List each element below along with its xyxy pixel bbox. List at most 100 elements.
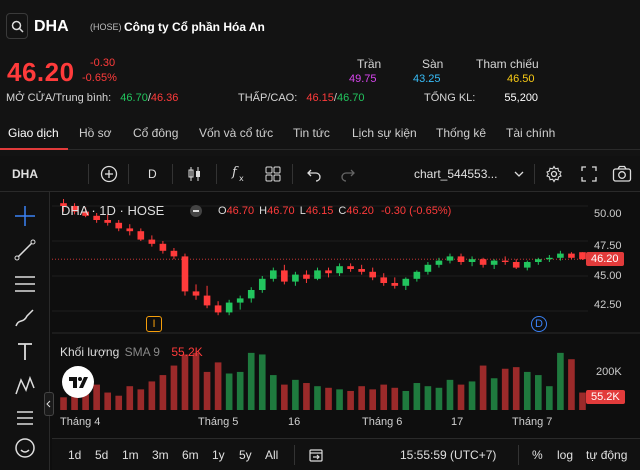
sidebar-collapse-button[interactable] <box>44 392 54 416</box>
open-average-row: MỞ CỬA/Trung bình: 46.70/46.36 <box>6 92 179 104</box>
price-chart[interactable] <box>52 192 640 470</box>
trend-line-icon[interactable] <box>13 238 37 262</box>
volume-bar <box>512 367 520 410</box>
chart-name-dropdown[interactable]: chart_544553... <box>414 167 498 181</box>
pattern-icon[interactable] <box>13 374 37 398</box>
candle-body <box>126 228 134 232</box>
percent-toggle[interactable]: % <box>532 448 543 462</box>
volume-bar <box>126 386 134 410</box>
candle-body <box>60 203 67 206</box>
y-tick-47-5: 47.50 <box>594 240 622 252</box>
chevron-down-icon[interactable] <box>514 170 524 178</box>
volume-bar <box>270 375 277 410</box>
interval-button[interactable]: D <box>148 167 157 181</box>
volume-bar <box>336 389 343 410</box>
chart-toolbar: DHA D f x chart_544553... <box>0 156 640 192</box>
tab-lich-su-kien[interactable]: Lịch sự kiện <box>352 126 417 140</box>
candle-body <box>93 215 100 220</box>
candle-body <box>546 257 553 260</box>
reference-value: 46.50 <box>507 73 535 85</box>
brush-icon[interactable] <box>13 306 37 330</box>
auto-scale-toggle[interactable]: tự động <box>586 448 628 462</box>
crosshair-icon[interactable] <box>13 204 37 228</box>
candle-body <box>512 262 520 268</box>
tab-giao-dich[interactable]: Giao dịch <box>8 126 59 140</box>
candle-body <box>247 290 255 299</box>
candles-icon[interactable] <box>186 165 204 183</box>
volume-bar <box>369 389 376 410</box>
calendar-range-icon[interactable] <box>308 447 324 463</box>
volume-bar <box>579 392 586 410</box>
tab-co-dong[interactable]: Cổ đông <box>133 126 179 140</box>
tab-tin-tuc[interactable]: Tin tức <box>293 126 330 140</box>
camera-icon[interactable] <box>612 165 632 183</box>
volume-bar <box>402 390 410 410</box>
candle-body <box>115 222 123 229</box>
candle-body <box>258 278 266 290</box>
candle-body <box>557 253 564 258</box>
dividend-marker[interactable]: D <box>531 316 547 332</box>
volume-bar <box>258 354 266 410</box>
candle-body <box>358 269 365 272</box>
volume-bar <box>170 365 178 410</box>
range-1d[interactable]: 1d <box>68 448 82 462</box>
emoji-icon[interactable] <box>13 436 37 460</box>
range-1m[interactable]: 1m <box>122 448 139 462</box>
volume-bar <box>148 381 156 410</box>
symbol-button[interactable]: DHA <box>12 167 38 181</box>
fx-icon[interactable]: f x <box>230 164 248 184</box>
tab-thong-ke[interactable]: Thống kê <box>436 126 487 140</box>
range-5y[interactable]: 5y <box>239 448 252 462</box>
measure-icon[interactable] <box>13 406 37 430</box>
fullscreen-icon[interactable] <box>580 165 598 183</box>
candle-body <box>148 239 156 244</box>
gear-icon[interactable] <box>545 165 563 183</box>
tradingview-logo[interactable] <box>62 366 94 398</box>
open-average-label: MỞ CỬA/Trung bình: <box>6 92 112 104</box>
low-high-row: THẤP/CAO: 46.15/46.70 <box>238 92 365 104</box>
range-1y[interactable]: 1y <box>212 448 225 462</box>
text-tool-icon[interactable] <box>13 340 37 364</box>
hide-legend-button[interactable] <box>190 205 202 217</box>
candle-body <box>82 211 89 216</box>
legend-change: -0.30 (-0.65%) <box>380 205 452 217</box>
candle-body <box>380 277 388 283</box>
tab-von-co-tuc[interactable]: Vốn và cổ tức <box>199 126 274 140</box>
candle-body <box>203 295 211 306</box>
volume-bar <box>214 362 222 410</box>
search-button[interactable] <box>6 13 28 39</box>
range-all[interactable]: All <box>265 448 279 462</box>
volume-bar <box>281 384 288 410</box>
active-tab-indicator <box>0 148 68 150</box>
volume-legend: Khối lượng SMA 9 55.2K <box>60 345 203 359</box>
candle-body <box>391 283 399 286</box>
layout-icon[interactable] <box>264 165 282 183</box>
volume-bar <box>479 365 487 410</box>
clock-time[interactable]: 15:55:59 (UTC+7) <box>400 448 497 462</box>
volume-bar <box>501 368 509 410</box>
candle-body <box>325 270 332 274</box>
range-3m[interactable]: 3m <box>152 448 169 462</box>
tab-ho-so[interactable]: Hồ sơ <box>79 126 112 140</box>
undo-icon[interactable] <box>306 166 322 182</box>
tab-tai-chinh[interactable]: Tài chính <box>506 126 556 140</box>
fib-lines-icon[interactable] <box>13 272 37 296</box>
ceiling-label: Trần <box>357 57 382 71</box>
volume-bar <box>225 373 233 410</box>
range-5d[interactable]: 5d <box>95 448 109 462</box>
volume-bar <box>60 397 67 410</box>
chevron-left-icon <box>46 400 51 408</box>
income-marker[interactable]: I <box>146 316 162 332</box>
candle-body <box>435 260 443 265</box>
price-change-percent: -0.65% <box>82 72 117 84</box>
y-tick-50: 50.00 <box>594 208 622 220</box>
plus-circle-icon[interactable] <box>100 165 118 183</box>
search-icon <box>11 20 24 33</box>
range-6m[interactable]: 6m <box>182 448 199 462</box>
candle-body <box>402 278 410 286</box>
log-toggle[interactable]: log <box>557 448 574 462</box>
candle-body <box>446 256 454 261</box>
svg-text:f: f <box>231 165 239 180</box>
candle-body <box>170 250 178 257</box>
redo-icon[interactable] <box>340 166 356 182</box>
